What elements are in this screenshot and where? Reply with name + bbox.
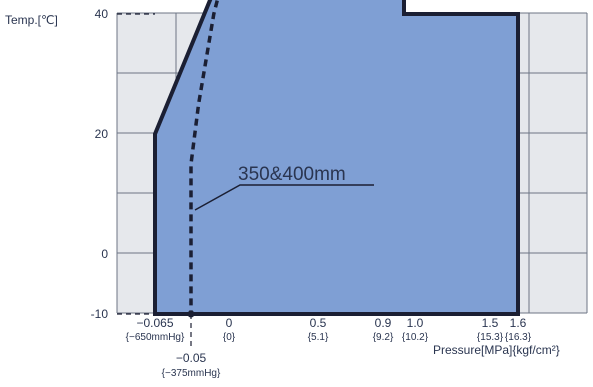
y-tick-label: 0 bbox=[101, 247, 108, 261]
x-tick-sublabel: {5.1} bbox=[308, 332, 329, 343]
x-tick-label: 1.6 bbox=[510, 316, 527, 330]
x-tick-sublabel: {9.2} bbox=[373, 332, 394, 343]
x-tick-label: −0.065 bbox=[136, 316, 173, 330]
y-tick-labels: 706040200-10 bbox=[91, 7, 109, 321]
x-tick-label: 0 bbox=[226, 316, 233, 330]
y-tick-label: -10 bbox=[91, 307, 109, 321]
x-tick-sublabel: {−650mmHg} bbox=[126, 332, 185, 343]
y-tick-label: 40 bbox=[95, 7, 109, 21]
annotation-label: 350&400mm bbox=[238, 164, 346, 185]
x-tick-sublabel: {15.3} bbox=[477, 332, 504, 343]
y-axis-label: Temp.[℃] bbox=[5, 13, 58, 27]
x-tick-sublabel: {16.3} bbox=[505, 332, 532, 343]
y-tick-label: 20 bbox=[95, 127, 109, 141]
x-tick-sublabel: {−375mmHg} bbox=[162, 368, 221, 379]
x-tick-sublabel: {10.2} bbox=[402, 332, 429, 343]
x-tick-label: 1.5 bbox=[482, 316, 499, 330]
x-tick-label: −0.05 bbox=[176, 351, 207, 365]
x-tick-label: 0.5 bbox=[310, 316, 327, 330]
annotation-leader-line bbox=[194, 184, 374, 211]
x-tick-label: 1.0 bbox=[407, 316, 424, 330]
annotation-group: 350&400mm bbox=[187, 164, 374, 318]
x-tick-labels: −0.065 {−650mmHg} 0 {0} 0.5 {5.1} 0.9 {9.2} 1.0 {… bbox=[126, 316, 532, 379]
x-tick-sublabel: {0} bbox=[223, 332, 236, 343]
curve-end-marker bbox=[187, 310, 195, 318]
operating-range-area bbox=[153, 0, 520, 316]
x-tick-label: 0.9 bbox=[375, 316, 392, 330]
x-axis-label: Pressure[MPa]{kgf/cm²} bbox=[433, 343, 560, 357]
